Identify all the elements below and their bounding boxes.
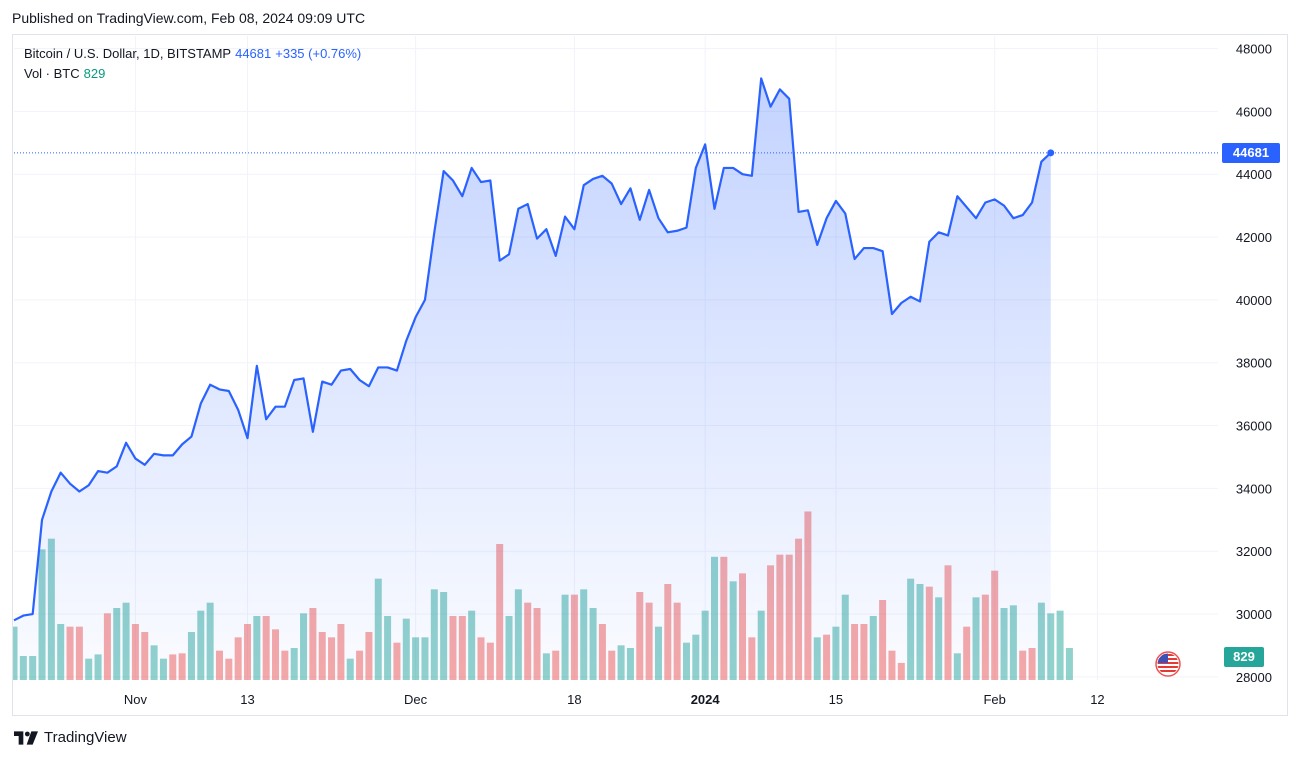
price-tick-label: 44000	[1236, 167, 1272, 182]
time-tick-label: 12	[1090, 692, 1104, 707]
price-line	[13, 77, 1052, 622]
price-tick-label: 30000	[1236, 607, 1272, 622]
price-tick-label: 42000	[1236, 230, 1272, 245]
price-tick-label: 46000	[1236, 104, 1272, 119]
symbol-legend[interactable]: Bitcoin / U.S. Dollar, 1D, BITSTAMP 44681…	[24, 45, 361, 63]
volume-value: 829	[83, 66, 106, 81]
price-area-layer	[13, 77, 1052, 680]
price-tick-label: 36000	[1236, 419, 1272, 434]
last-price: 44681	[235, 46, 272, 61]
time-axis[interactable]: Nov 13 Dec 18 2024 15 Feb 12	[124, 692, 1105, 707]
volume-label: Vol · BTC	[24, 66, 80, 81]
last-price-badge: 44681	[1222, 142, 1280, 163]
volume-bar	[1065, 648, 1073, 680]
time-tick-label: Nov	[124, 692, 148, 707]
volume-bar	[1056, 610, 1064, 680]
last-price-marker	[1047, 149, 1055, 157]
price-tick-label: 38000	[1236, 356, 1272, 371]
chart-frame	[12, 34, 1288, 716]
volume-legend[interactable]: Vol · BTC 829	[24, 65, 105, 83]
published-note: Published on TradingView.com, Feb 08, 20…	[12, 10, 366, 26]
price-change: +335 (+0.76%)	[275, 46, 362, 61]
time-tick-label: 13	[240, 692, 254, 707]
price-tick-label: 34000	[1236, 481, 1272, 496]
time-tick-label: 18	[567, 692, 581, 707]
us-flag-icon[interactable]	[1155, 651, 1181, 677]
volume-badge: 829	[1224, 647, 1264, 667]
brand-name: TradingView	[44, 729, 127, 746]
time-tick-label: Dec	[404, 692, 428, 707]
tradingview-logo-icon	[14, 730, 38, 745]
price-area-fill	[14, 78, 1051, 680]
time-tick-label: 15	[829, 692, 843, 707]
time-tick-label: 2024	[691, 692, 721, 707]
time-tick-label: Feb	[983, 692, 1005, 707]
price-tick-label: 40000	[1236, 293, 1272, 308]
price-tick-label: 28000	[1236, 670, 1272, 685]
tradingview-brand[interactable]: TradingView	[14, 729, 127, 746]
price-tick-label: 48000	[1236, 42, 1272, 57]
price-tick-label: 32000	[1236, 544, 1272, 559]
price-axis[interactable]: 28000 30000 32000 34000 36000 38000 40000 42000…	[1236, 42, 1272, 685]
symbol-title: Bitcoin / U.S. Dollar, 1D, BITSTAMP	[24, 46, 232, 61]
